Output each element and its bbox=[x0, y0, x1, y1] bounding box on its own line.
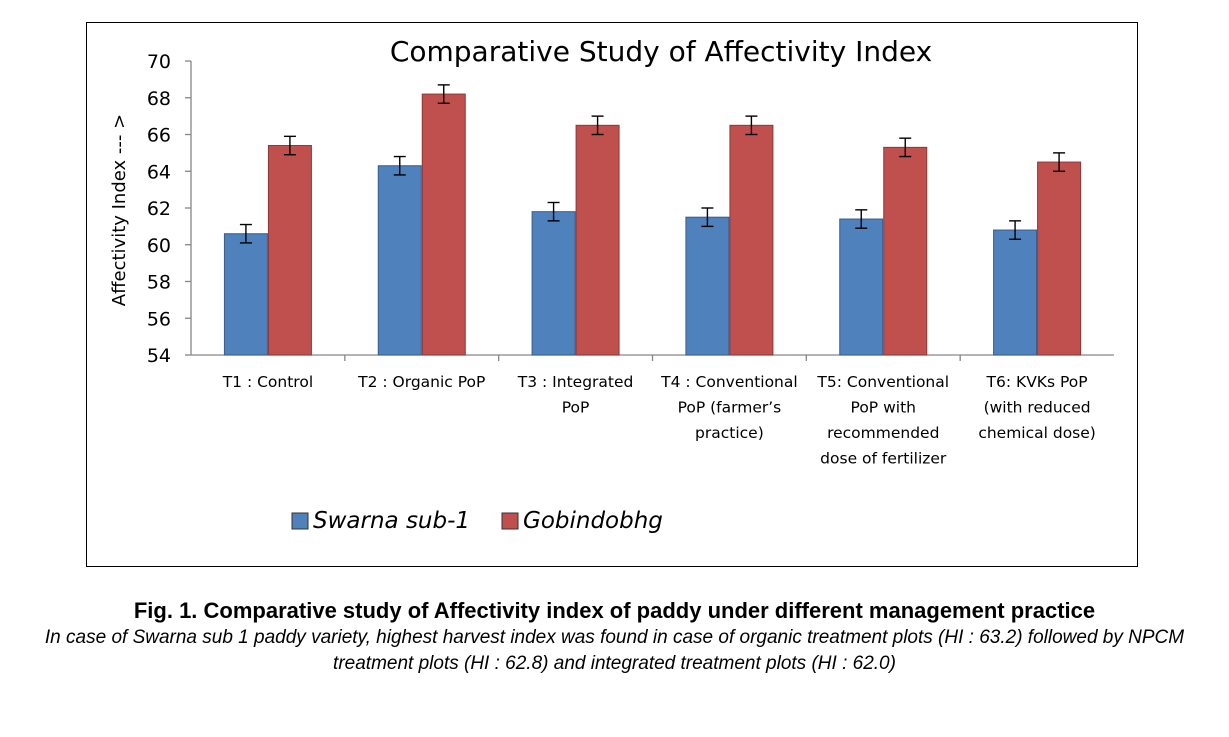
legend-label: Swarna sub-1 bbox=[313, 508, 470, 534]
y-tick-label: 56 bbox=[147, 308, 171, 330]
caption-note: In case of Swarna sub 1 paddy variety, h… bbox=[44, 627, 1185, 674]
x-tick-label: T1 : Control bbox=[222, 373, 313, 391]
chart-frame: Comparative Study of Affectivity Index A… bbox=[86, 22, 1138, 567]
bar-gobindobhg bbox=[883, 146, 928, 356]
plot-area: 54 56 58 60 62 64 66 68 70 T1 : Control T2 : Organ… bbox=[147, 51, 1114, 468]
x-tick-label: T6: KVKs PoP (with reduced chemical dose) bbox=[978, 373, 1096, 442]
bar-gobindobhg bbox=[575, 124, 620, 356]
legend-swatch bbox=[501, 512, 519, 530]
y-axis-label: Affectivity Index --- > bbox=[109, 114, 130, 306]
y-tick-label: 60 bbox=[147, 235, 171, 257]
bar-swarna-sub-1 bbox=[839, 218, 884, 356]
x-tick-label: T3 : Integrated PoP bbox=[517, 373, 634, 417]
legend-label: Gobindobhg bbox=[523, 508, 663, 534]
bar-gobindobhg bbox=[729, 124, 774, 356]
x-tick-label: T5: Conventional PoP with recommended dose … bbox=[816, 373, 949, 468]
y-tick-label: 58 bbox=[147, 272, 171, 294]
y-tick-label: 66 bbox=[147, 125, 171, 147]
figure-caption: Fig. 1. Comparative study of Affectivity… bbox=[0, 597, 1229, 677]
y-tick-label: 68 bbox=[147, 88, 171, 110]
caption-title: Fig. 1. Comparative study of Affectivity… bbox=[133, 598, 1096, 623]
bar-gobindobhg bbox=[1037, 161, 1082, 356]
bar-swarna-sub-1 bbox=[531, 211, 576, 356]
bar-swarna-sub-1 bbox=[993, 229, 1038, 356]
bar-swarna-sub-1 bbox=[685, 216, 730, 356]
chart-title: Comparative Study of Affectivity Index bbox=[390, 35, 932, 68]
bar-swarna-sub-1 bbox=[223, 233, 268, 356]
x-tick-label: T2 : Organic PoP bbox=[357, 373, 485, 391]
x-tick-label: T4 : Conventional PoP (farmer’s practice) bbox=[660, 373, 798, 442]
y-tick-label: 62 bbox=[147, 198, 171, 220]
bar-swarna-sub-1 bbox=[377, 165, 422, 356]
bar-gobindobhg bbox=[421, 93, 466, 356]
bar-gobindobhg bbox=[267, 145, 312, 356]
legend-swatch bbox=[291, 512, 309, 530]
y-tick-label: 70 bbox=[147, 51, 171, 73]
legend: Swarna sub-1 Gobindobhg bbox=[291, 508, 663, 534]
y-tick-label: 54 bbox=[147, 345, 171, 367]
affectivity-index-bar-chart: Comparative Study of Affectivity Index A… bbox=[109, 35, 1114, 534]
y-tick-label: 64 bbox=[147, 161, 171, 183]
